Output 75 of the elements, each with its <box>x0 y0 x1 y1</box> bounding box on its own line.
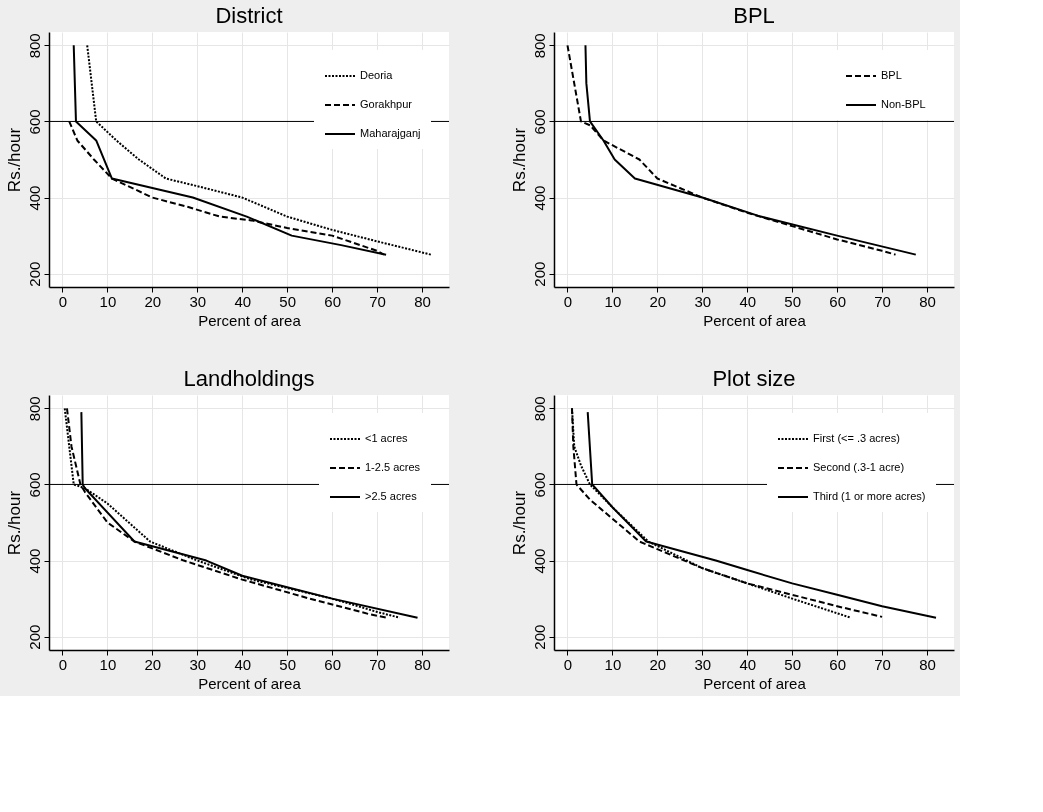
x-tick-label: 80 <box>414 655 431 673</box>
x-tick-label: 30 <box>189 292 207 310</box>
x-tick-label: 20 <box>144 292 162 310</box>
x-tick-label: 40 <box>739 292 757 310</box>
y-tick-label: 800 <box>25 33 43 59</box>
x-tick-label: 10 <box>99 292 117 310</box>
x-axis-title: Percent of area <box>198 674 302 692</box>
x-axis-title: Percent of area <box>703 674 807 692</box>
y-axis-title: Rs./hour <box>509 127 529 193</box>
chart-title: District <box>215 3 283 28</box>
y-tick-label: 400 <box>530 185 548 211</box>
x-tick-label: 10 <box>604 655 622 673</box>
y-axis-title: Rs./hour <box>4 490 24 556</box>
x-tick-label: 80 <box>919 655 936 673</box>
y-axis-title: Rs./hour <box>509 490 529 556</box>
x-tick-label: 60 <box>829 292 846 310</box>
x-tick-label: 50 <box>279 292 297 310</box>
x-tick-label: 60 <box>324 655 341 673</box>
x-tick-label: 70 <box>369 292 386 310</box>
x-tick-label: 20 <box>144 655 162 673</box>
legend-label: <1 acres <box>365 432 408 444</box>
x-tick-label: 80 <box>919 292 936 310</box>
x-tick-label: 80 <box>414 292 431 310</box>
x-tick-label: 20 <box>649 292 667 310</box>
y-tick-label: 400 <box>530 548 548 574</box>
legend-label: BPL <box>881 69 902 81</box>
chart-title: Landholdings <box>183 366 315 391</box>
legend-label: Deoria <box>360 69 394 81</box>
x-axis-title: Percent of area <box>198 311 302 329</box>
legend-label: 1-2.5 acres <box>365 461 421 473</box>
x-tick-label: 0 <box>58 292 68 310</box>
y-tick-label: 200 <box>530 261 548 287</box>
legend-label: Third (1 or more acres) <box>813 490 926 502</box>
x-tick-label: 60 <box>829 655 846 673</box>
x-tick-label: 70 <box>369 655 386 673</box>
x-tick-label: 50 <box>784 292 802 310</box>
y-tick-label: 600 <box>25 109 43 135</box>
x-tick-label: 20 <box>649 655 667 673</box>
legend-label: >2.5 acres <box>365 490 418 502</box>
y-tick-label: 800 <box>530 33 548 59</box>
x-tick-label: 30 <box>694 292 712 310</box>
y-tick-label: 800 <box>25 396 43 422</box>
x-tick-label: 40 <box>739 655 757 673</box>
legend-label: Maharajganj <box>360 127 421 139</box>
legend-label: First (<= .3 acres) <box>813 432 900 444</box>
y-tick-label: 200 <box>25 624 43 650</box>
x-tick-label: 10 <box>99 655 117 673</box>
x-tick-label: 0 <box>58 655 68 673</box>
legend-label: Gorakhpur <box>360 98 413 110</box>
x-tick-label: 10 <box>604 292 622 310</box>
y-tick-label: 600 <box>530 472 548 498</box>
x-tick-label: 50 <box>784 655 802 673</box>
y-tick-label: 600 <box>25 472 43 498</box>
y-tick-label: 200 <box>530 624 548 650</box>
x-tick-label: 50 <box>279 655 297 673</box>
x-tick-label: 40 <box>234 655 252 673</box>
x-tick-label: 60 <box>324 292 341 310</box>
legend-label: Non-BPL <box>881 98 926 110</box>
x-tick-label: 70 <box>874 292 891 310</box>
y-tick-label: 400 <box>25 185 43 211</box>
y-tick-label: 600 <box>530 109 548 135</box>
x-tick-label: 0 <box>563 292 573 310</box>
chart-title: Plot size <box>712 366 796 391</box>
x-tick-label: 30 <box>189 655 207 673</box>
x-tick-label: 30 <box>694 655 712 673</box>
legend-label: Second (.3-1 acre) <box>813 461 905 473</box>
y-tick-label: 800 <box>530 396 548 422</box>
y-tick-label: 400 <box>25 548 43 574</box>
chart-title: BPL <box>733 3 775 28</box>
x-tick-label: 0 <box>563 655 573 673</box>
y-tick-label: 200 <box>25 261 43 287</box>
x-tick-label: 70 <box>874 655 891 673</box>
x-axis-title: Percent of area <box>703 311 807 329</box>
y-axis-title: Rs./hour <box>4 127 24 193</box>
x-tick-label: 40 <box>234 292 252 310</box>
